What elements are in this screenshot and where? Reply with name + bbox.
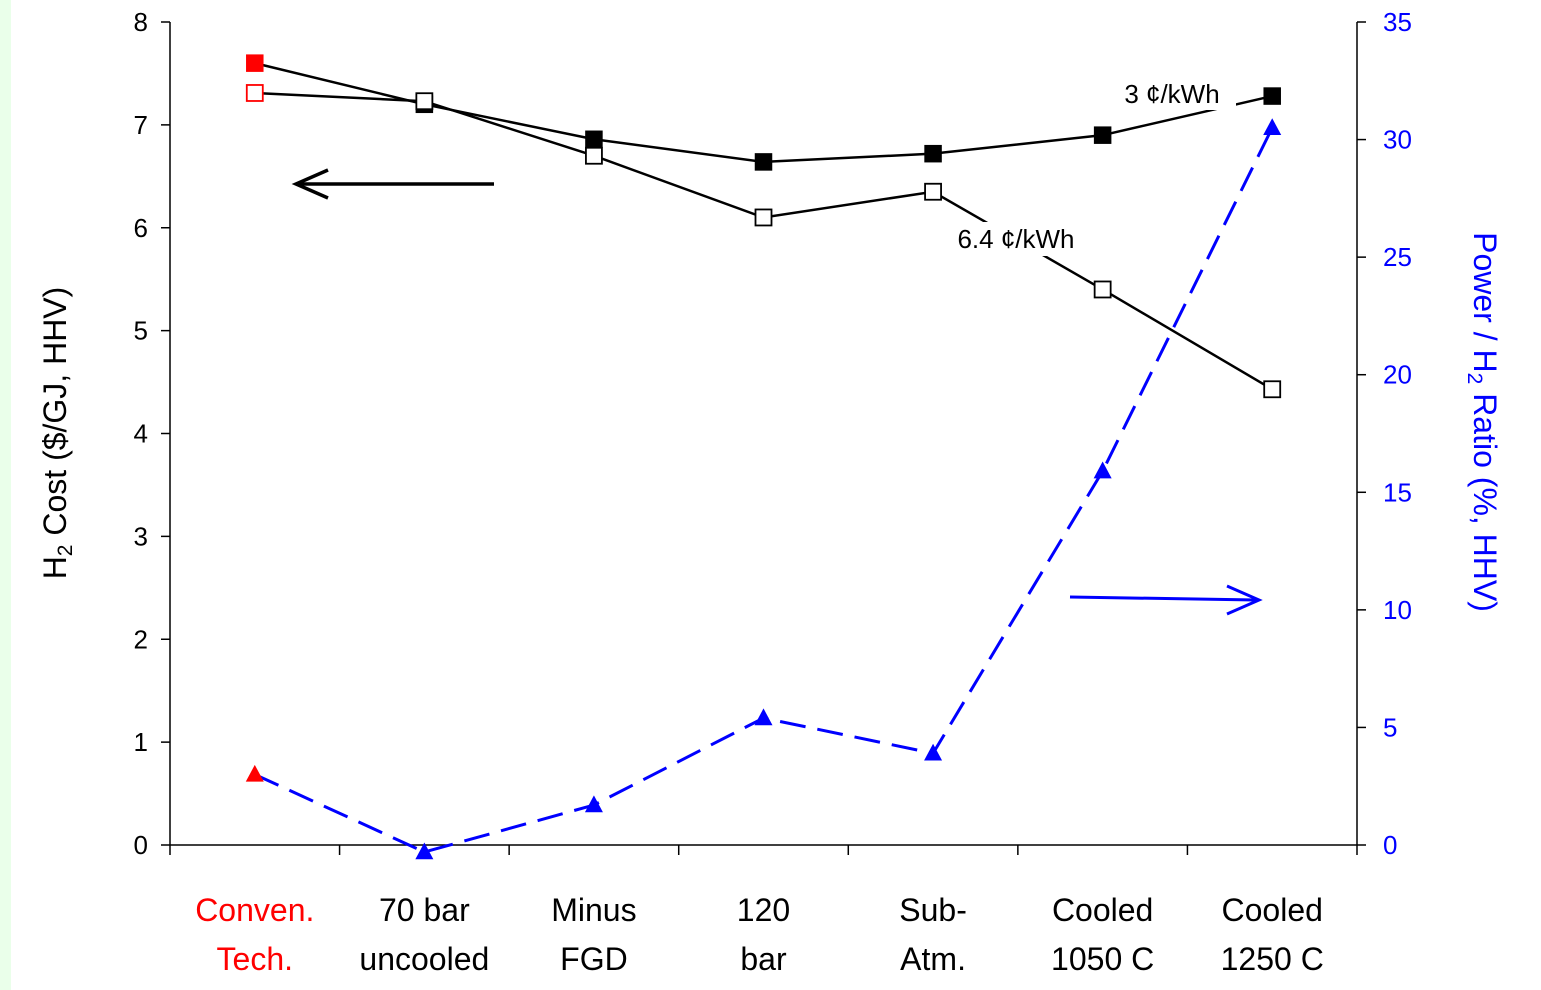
data-point-triangle <box>924 744 942 761</box>
right-axis-title-part: Power / H <box>1467 232 1503 372</box>
category-label: Conven. <box>195 892 314 928</box>
right-tick-label: 10 <box>1383 595 1412 625</box>
category-label: Sub- <box>899 892 967 928</box>
category-label: FGD <box>560 941 628 977</box>
category-label: 1250 C <box>1221 941 1324 977</box>
left-axis-title-subscript: 2 <box>54 545 77 557</box>
category-label: Minus <box>551 892 636 928</box>
category-label: Tech. <box>217 941 293 977</box>
category-label: Cooled <box>1222 892 1323 928</box>
annotation-3-cents: 3 ¢/kWh <box>1124 79 1219 109</box>
left-axis-title-part: Cost ($/GJ, HHV) <box>37 287 73 545</box>
right-axis-title-part: Ratio (%, HHV) <box>1467 384 1503 612</box>
series-layer <box>246 55 1281 859</box>
data-point-triangle <box>1263 118 1281 135</box>
right-axis-arrow-shaft <box>1070 597 1256 600</box>
category-label: Cooled <box>1052 892 1153 928</box>
right-tick-label: 25 <box>1383 242 1412 272</box>
left-tick-label: 6 <box>134 213 148 243</box>
right-tick-label: 5 <box>1383 712 1397 742</box>
right-tick-label: 0 <box>1383 830 1397 860</box>
data-point-triangle <box>585 795 603 812</box>
left-tick-label: 4 <box>134 419 148 449</box>
data-point-open-square <box>756 209 772 225</box>
category-label: bar <box>740 941 787 977</box>
left-tick-label: 3 <box>134 521 148 551</box>
data-point-filled-square <box>756 154 772 170</box>
annotation-6-4-cents: 6.4 ¢/kWh <box>957 224 1074 254</box>
data-point-triangle <box>755 708 773 725</box>
right-tick-label: 35 <box>1383 7 1412 37</box>
left-tick-label: 7 <box>134 110 148 140</box>
series-line-3 <box>255 128 1272 852</box>
left-tick-label: 1 <box>134 727 148 757</box>
data-point-open-square <box>1095 281 1111 297</box>
right-axis-title: Power / H2 Ratio (%, HHV) <box>1463 232 1503 612</box>
right-tick-label: 15 <box>1383 477 1412 507</box>
data-point-triangle <box>246 765 264 782</box>
data-point-open-square <box>925 184 941 200</box>
left-tick-label: 2 <box>134 624 148 654</box>
category-label: Atm. <box>900 941 966 977</box>
category-label: 1050 C <box>1051 941 1154 977</box>
right-axis-title-subscript: 2 <box>1463 373 1486 385</box>
data-point-open-square <box>1264 381 1280 397</box>
data-point-filled-square <box>247 55 263 71</box>
series-line-2 <box>255 93 1272 389</box>
data-point-open-square <box>586 148 602 164</box>
right-tick-label: 20 <box>1383 360 1412 390</box>
left-axis-title-part: H <box>37 556 73 579</box>
data-point-filled-square <box>1095 127 1111 143</box>
data-point-filled-square <box>925 146 941 162</box>
left-tick-label: 5 <box>134 316 148 346</box>
left-tick-label: 0 <box>134 830 148 860</box>
data-point-open-square <box>247 85 263 101</box>
category-label: uncooled <box>359 941 489 977</box>
category-label: 120 <box>737 892 790 928</box>
category-label: 70 bar <box>379 892 470 928</box>
left-axis-title: H2 Cost ($/GJ, HHV) <box>37 287 77 580</box>
data-point-filled-square <box>1264 88 1280 104</box>
data-point-filled-square <box>586 131 602 147</box>
axes: 0 1 2 3 4 5 6 7 8 0 5 10 15 20 25 30 35 <box>134 7 1412 860</box>
right-tick-label: 30 <box>1383 125 1412 155</box>
data-point-triangle <box>1094 462 1112 479</box>
left-tick-label: 8 <box>134 7 148 37</box>
data-point-open-square <box>416 93 432 109</box>
